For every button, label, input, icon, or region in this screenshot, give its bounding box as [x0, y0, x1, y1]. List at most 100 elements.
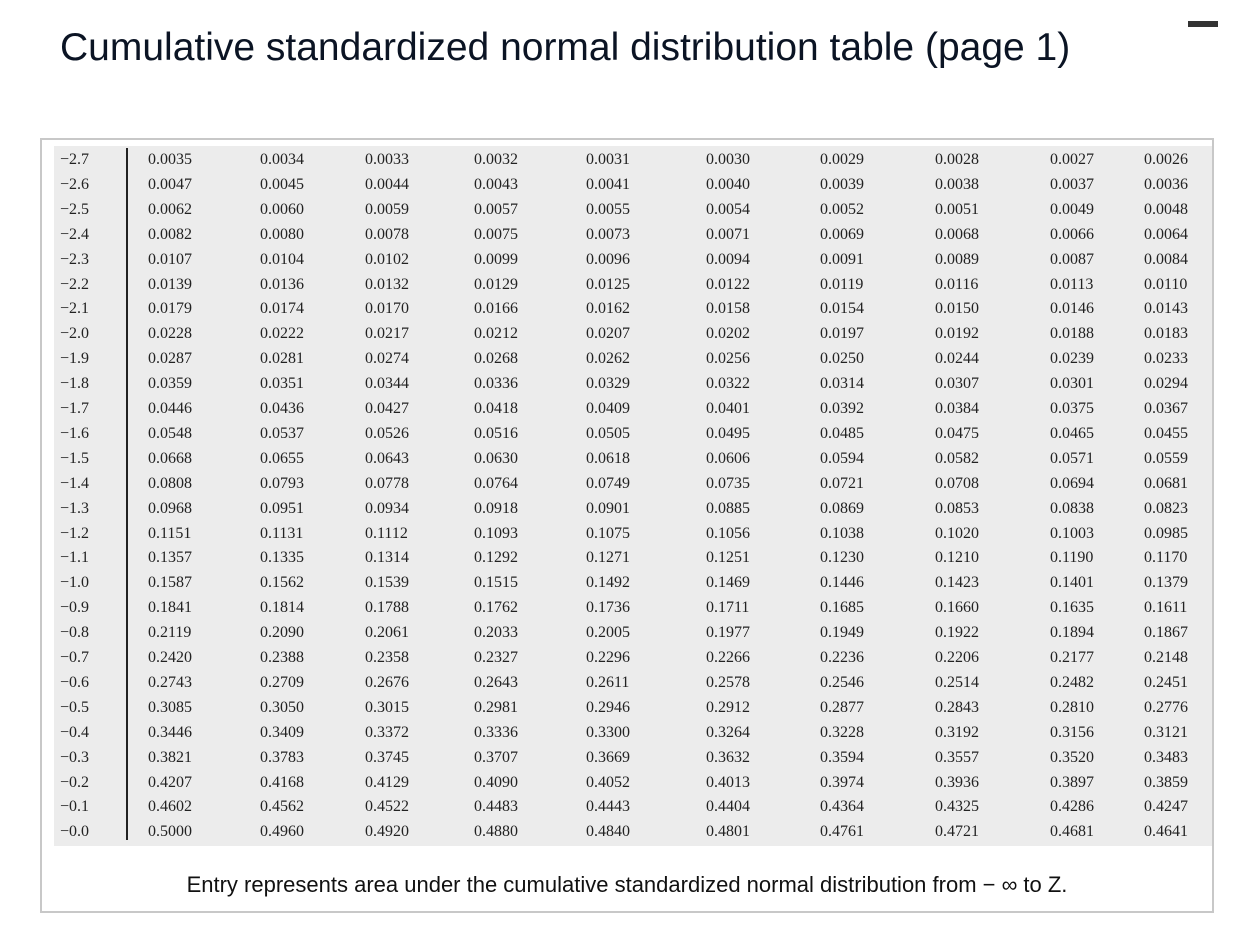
- probability-cell: 0.2776: [1144, 698, 1188, 716]
- probability-cell: 0.0885: [706, 499, 750, 517]
- probability-cell: 0.2743: [148, 673, 192, 691]
- probability-cell: 0.1469: [706, 574, 750, 592]
- probability-cell: 0.0694: [1050, 474, 1094, 492]
- probability-cell: 0.0212: [474, 325, 518, 343]
- probability-cell: 0.4247: [1144, 798, 1188, 816]
- probability-cell: 0.0582: [935, 449, 979, 467]
- probability-cell: 0.0838: [1050, 499, 1094, 517]
- z-value: −2.2: [60, 275, 90, 293]
- probability-cell: 0.2810: [1050, 698, 1094, 716]
- probability-cell: 0.3859: [1144, 773, 1188, 791]
- probability-cell: 0.1635: [1050, 599, 1094, 617]
- probability-cell: 0.0039: [820, 175, 864, 193]
- probability-cell: 0.3192: [935, 723, 979, 741]
- probability-cell: 0.2206: [935, 649, 979, 666]
- z-value: −1.3: [60, 499, 90, 517]
- probability-cell: 0.1357: [148, 549, 192, 567]
- window-control[interactable]: [1188, 21, 1218, 27]
- probability-cell: 0.1660: [935, 599, 979, 617]
- probability-cell: 0.1131: [260, 524, 304, 542]
- probability-cell: 0.0052: [820, 200, 864, 218]
- z-value: −2.4: [60, 225, 90, 243]
- z-value: −1.5: [60, 449, 90, 467]
- probability-cell: 0.1251: [706, 549, 750, 567]
- z-value: −0.6: [60, 673, 90, 691]
- probability-cell: 0.4602: [148, 798, 192, 816]
- footnote: Entry represents area under the cumulati…: [186, 872, 1068, 897]
- probability-cell: 0.0066: [1050, 225, 1094, 243]
- probability-cell: 0.1075: [586, 524, 630, 542]
- z-value: −0.2: [60, 773, 90, 791]
- probability-cell: 0.0808: [148, 474, 192, 492]
- probability-cell: 0.0344: [365, 375, 409, 393]
- probability-cell: 0.0778: [365, 474, 409, 492]
- z-value: −1.9: [60, 350, 90, 368]
- probability-cell: 0.1230: [820, 549, 864, 567]
- probability-cell: 0.0465: [1050, 424, 1094, 442]
- probability-cell: 0.3015: [365, 698, 409, 716]
- probability-cell: 0.0207: [586, 325, 630, 343]
- z-value: −2.5: [60, 200, 90, 218]
- probability-cell: 0.3156: [1050, 723, 1094, 741]
- probability-cell: 0.4286: [1050, 798, 1094, 816]
- probability-cell: 0.0045: [260, 175, 304, 193]
- probability-cell: 0.0174: [260, 300, 304, 318]
- probability-cell: 0.4013: [706, 773, 750, 791]
- probability-cell: 0.2676: [365, 673, 409, 691]
- probability-cell: 0.0239: [1050, 350, 1094, 368]
- probability-cell: 0.0436: [260, 400, 304, 417]
- probability-cell: 0.0062: [148, 200, 192, 218]
- probability-cell: 0.0032: [474, 151, 518, 168]
- probability-cell: 0.0075: [474, 225, 518, 243]
- probability-cell: 0.0034: [260, 151, 304, 168]
- probability-cell: 0.0054: [706, 200, 750, 218]
- probability-cell: 0.0485: [820, 424, 864, 442]
- probability-cell: 0.0618: [586, 449, 630, 467]
- probability-cell: 0.1271: [586, 549, 630, 567]
- probability-cell: 0.0084: [1144, 250, 1188, 268]
- probability-cell: 0.0571: [1050, 449, 1094, 467]
- probability-cell: 0.0150: [935, 300, 979, 318]
- probability-cell: 0.0119: [820, 275, 864, 293]
- probability-cell: 0.0202: [706, 325, 750, 343]
- probability-cell: 0.0287: [148, 350, 192, 368]
- probability-cell: 0.3520: [1050, 748, 1094, 766]
- probability-cell: 0.0040: [706, 175, 750, 193]
- probability-cell: 0.0222: [260, 325, 304, 343]
- probability-cell: 0.1190: [1050, 549, 1094, 567]
- probability-cell: 0.2877: [820, 698, 864, 716]
- probability-cell: 0.0094: [706, 250, 750, 268]
- probability-cell: 0.0037: [1050, 175, 1094, 193]
- probability-cell: 0.5000: [148, 823, 192, 841]
- z-value: −0.7: [60, 649, 90, 666]
- probability-cell: 0.4920: [365, 823, 409, 841]
- probability-cell: 0.0110: [1144, 275, 1188, 293]
- probability-cell: 0.1562: [260, 574, 304, 592]
- table-panel: [54, 146, 1212, 846]
- probability-cell: 0.0934: [365, 499, 409, 517]
- probability-cell: 0.2843: [935, 698, 979, 716]
- probability-cell: 0.0073: [586, 225, 630, 243]
- probability-cell: 0.0322: [706, 375, 750, 393]
- probability-cell: 0.4761: [820, 823, 864, 841]
- probability-cell: 0.0188: [1050, 325, 1094, 343]
- probability-cell: 0.0038: [935, 175, 979, 193]
- probability-cell: 0.4801: [706, 823, 750, 841]
- probability-cell: 0.0113: [1050, 275, 1094, 293]
- probability-cell: 0.0392: [820, 400, 864, 417]
- probability-cell: 0.0143: [1144, 300, 1188, 318]
- probability-cell: 0.1056: [706, 524, 750, 542]
- probability-cell: 0.2358: [365, 649, 409, 666]
- probability-cell: 0.2005: [586, 624, 630, 642]
- probability-cell: 0.0643: [365, 449, 409, 467]
- probability-cell: 0.3669: [586, 748, 630, 766]
- z-value: −0.5: [60, 698, 90, 716]
- probability-cell: 0.0359: [148, 375, 192, 393]
- probability-cell: 0.0375: [1050, 400, 1094, 417]
- probability-cell: 0.2643: [474, 673, 518, 691]
- probability-cell: 0.1314: [365, 549, 409, 567]
- probability-cell: 0.1867: [1144, 624, 1188, 642]
- probability-cell: 0.3121: [1144, 723, 1188, 741]
- probability-cell: 0.0179: [148, 300, 192, 318]
- probability-cell: 0.1401: [1050, 574, 1094, 592]
